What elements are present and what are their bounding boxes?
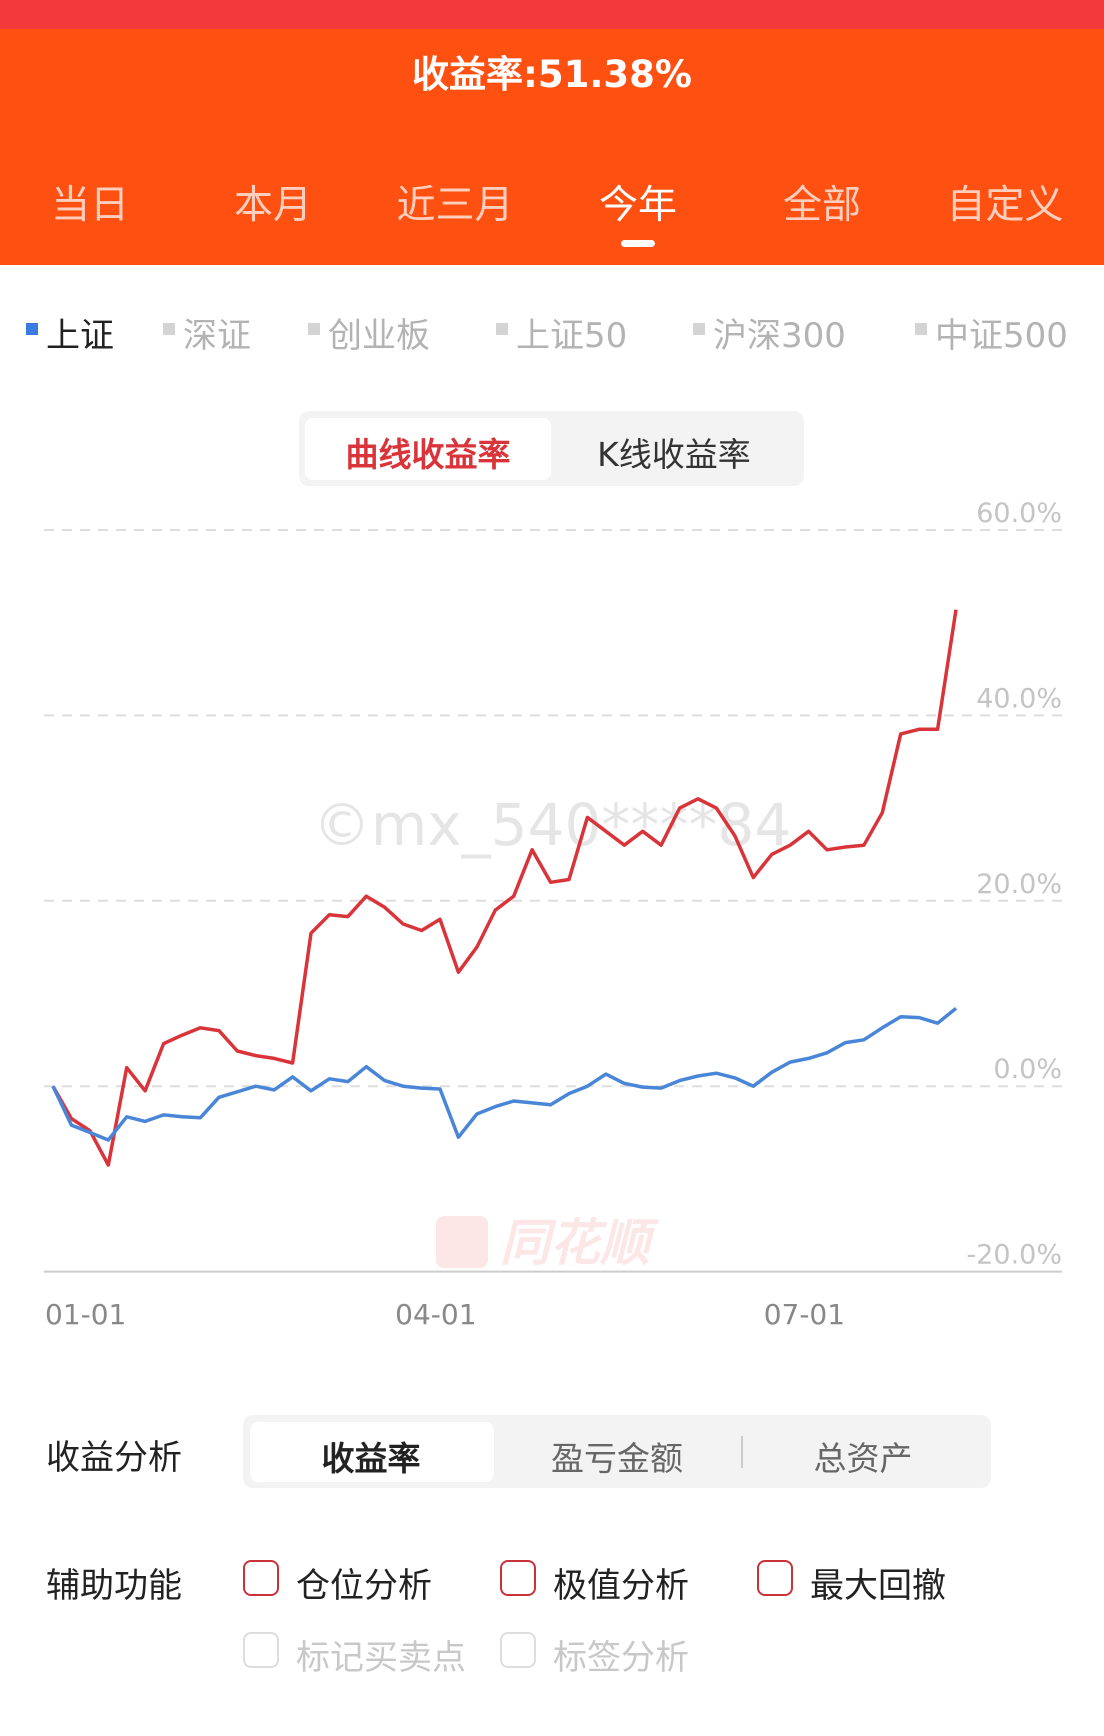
x-tick-label: 01-01	[45, 1298, 126, 1331]
period-tab[interactable]: 全部	[782, 183, 861, 228]
tab-underline	[621, 240, 655, 247]
analysis-option[interactable]: 盈亏金额	[551, 1439, 683, 1478]
checkbox[interactable]	[500, 1632, 536, 1668]
index-tab[interactable]: 沪深300	[713, 316, 846, 356]
chart-toggle-option[interactable]: 曲线收益率	[345, 435, 511, 474]
index-marker	[26, 323, 38, 335]
chart-toggle-option[interactable]: K线收益率	[597, 435, 751, 474]
checkbox-label[interactable]: 极值分析	[553, 1566, 689, 1606]
y-tick-label: -20.0%	[966, 1240, 1062, 1271]
index-marker	[915, 323, 927, 335]
series-line	[51, 1006, 958, 1142]
checkbox-label[interactable]: 最大回撤	[810, 1566, 946, 1606]
title: 收益率:51.38%	[412, 53, 692, 96]
period-tab[interactable]: 自定义	[946, 183, 1064, 228]
watermark: ©mx_540****84	[313, 791, 791, 859]
analysis-option[interactable]: 总资产	[813, 1439, 913, 1478]
index-marker	[308, 323, 320, 335]
checkbox[interactable]	[757, 1560, 793, 1596]
index-marker	[163, 323, 175, 335]
checkbox[interactable]	[243, 1632, 279, 1668]
checkbox-label[interactable]: 仓位分析	[296, 1566, 432, 1606]
watermark: 同花顺	[500, 1214, 659, 1272]
aux-label: 辅助功能	[46, 1566, 182, 1606]
index-marker	[693, 323, 705, 335]
header	[0, 29, 1104, 265]
checkbox[interactable]	[243, 1560, 279, 1596]
index-tab[interactable]: 上证	[46, 316, 114, 356]
y-tick-label: 60.0%	[976, 498, 1062, 529]
index-tab[interactable]: 深证	[183, 316, 251, 356]
toggle-active-bg	[305, 418, 551, 480]
checkbox[interactable]	[500, 1560, 536, 1596]
y-tick-label: 20.0%	[976, 869, 1062, 900]
x-tick-label: 04-01	[395, 1298, 476, 1331]
period-tab[interactable]: 当日	[50, 183, 129, 228]
period-tab[interactable]: 本月	[233, 183, 312, 228]
index-tab[interactable]: 上证50	[516, 316, 628, 356]
index-tab[interactable]: 中证500	[935, 316, 1068, 356]
period-tab[interactable]: 今年	[598, 183, 677, 228]
period-tab[interactable]: 近三月	[396, 183, 514, 228]
divider	[741, 1436, 743, 1468]
watermark-logo	[436, 1216, 488, 1268]
analysis-label: 收益分析	[46, 1438, 182, 1478]
analysis-option[interactable]: 收益率	[321, 1439, 421, 1478]
y-tick-label: 0.0%	[993, 1054, 1062, 1085]
index-tab[interactable]: 创业板	[328, 316, 430, 356]
status-strip	[0, 0, 1104, 29]
index-marker	[496, 323, 508, 335]
checkbox-label[interactable]: 标签分析	[553, 1638, 689, 1678]
checkbox-label[interactable]: 标记买卖点	[296, 1638, 466, 1678]
x-tick-label: 07-01	[764, 1298, 845, 1331]
series-line	[51, 609, 958, 1167]
y-tick-label: 40.0%	[976, 683, 1062, 714]
analysis-active-bg	[250, 1422, 494, 1482]
